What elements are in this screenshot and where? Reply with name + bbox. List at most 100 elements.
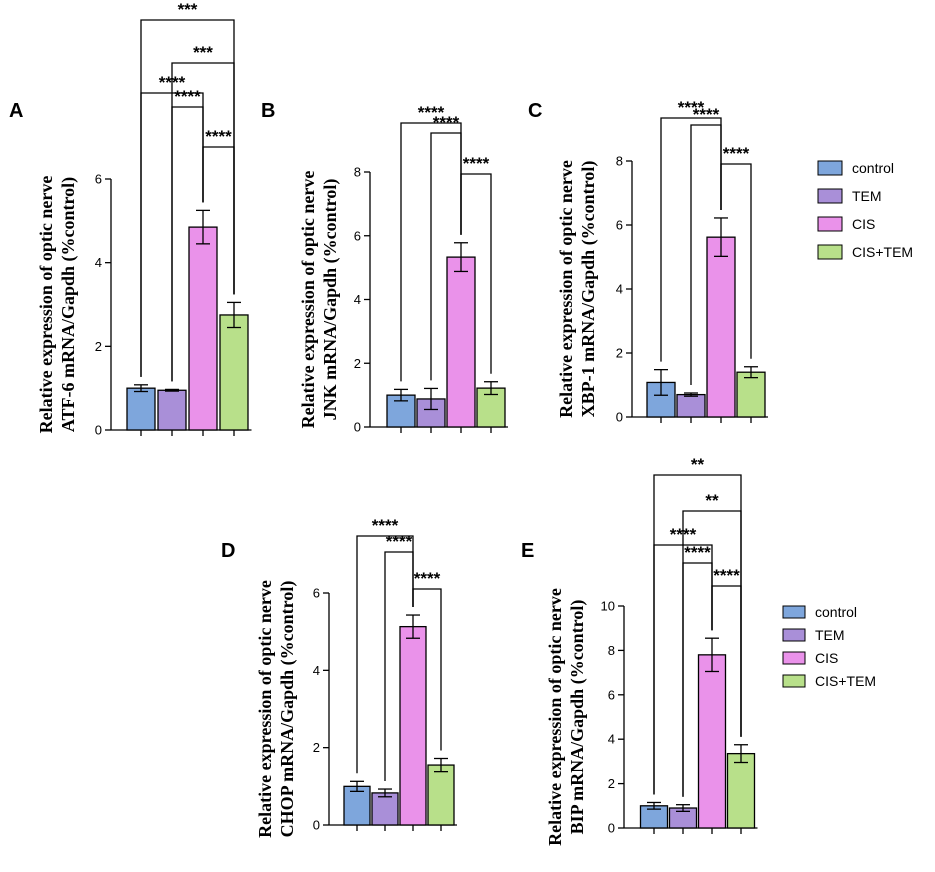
error-bar [684,392,698,397]
legend-label: TEM [815,627,845,643]
y-tick-label: 8 [616,154,623,169]
significance-bracket: **** [400,103,462,382]
significance-label: **** [723,144,750,163]
error-bar [378,788,392,798]
error-bar [744,366,758,379]
legend-label: control [815,604,857,620]
error-bar [394,388,408,402]
y-tick-label: 2 [616,346,623,361]
y-tick-label: 6 [616,218,623,233]
legend-entry: CIS [817,216,875,232]
error-bar [134,384,148,393]
legend-bottom: control TEM CIS CIS+TEM [782,604,876,689]
legend-entry: control [817,160,894,176]
bar-cis [399,625,427,826]
panel-b: B Relative expression of optic nerve JNK m… [261,100,508,435]
y-axis-label: Relative expression of optic nerve BIP mR… [545,588,588,846]
significance-bracket: **** [660,98,722,362]
y-axis-label-line: BIP mRNA/Gapdh (%control) [567,600,588,835]
legend-swatch [782,605,806,619]
significance-label: **** [713,566,740,585]
bar-control [343,785,371,826]
y-tick-label: 4 [608,732,615,747]
error-bar [676,804,690,812]
legend-entry: TEM [782,627,845,643]
bar-tem [676,393,706,418]
y-axis-label: Relative expression of optic nerve XBP-1 … [556,160,599,418]
error-bar [424,387,438,411]
legend-swatch [782,651,806,665]
bar-cis [697,654,727,829]
y-axis-label-line: Relative expression of optic nerve [556,160,576,418]
bar-cis-tem [726,752,756,829]
significance-label: **** [205,127,232,146]
bracket-line [660,117,722,362]
significance-label: **** [678,98,705,117]
significance-label: ** [691,455,705,474]
significance-label: **** [418,103,445,122]
error-bar [196,209,210,245]
error-bar [165,388,179,392]
error-bar [227,301,241,329]
panel-letter: A [9,100,23,122]
error-bar [406,614,420,639]
legend-label: control [852,160,894,176]
y-axis-label: Relative expression of optic nerve JNK mR… [298,171,341,429]
y-tick-label: 6 [313,586,320,601]
panel-c: C Relative expression of optic nerve XBP-1… [528,98,768,425]
legend-swatch [782,674,806,688]
y-axis-label-line: CHOP mRNA/Gapdh (%control) [277,581,298,838]
error-bar [647,801,661,810]
panel-e: E Relative expression of optic nerve BIP m… [521,455,758,846]
y-axis-label: Relative expression of optic nerve ATF-6 … [36,176,79,434]
bar-tem [371,792,399,826]
significance-label: **** [693,105,720,124]
y-tick-label: 10 [601,599,615,614]
legend-swatch [817,216,843,232]
y-tick-label: 0 [95,423,102,438]
panel-a: A Relative expression of optic nerve ATF-6… [9,0,252,438]
legend-top: control TEM CIS CIS+TEM [817,160,913,260]
bracket-line [653,474,742,795]
significance-label: *** [178,0,198,19]
legend-entry: control [782,604,857,620]
legend-label: CIS+TEM [852,244,913,260]
y-axis-label-line: XBP-1 mRNA/Gapdh (%control) [578,161,599,418]
bar-cis [706,236,736,418]
legend-entry: CIS+TEM [817,244,913,260]
y-axis-label-line: Relative expression of optic nerve [545,588,565,846]
bar-tem [157,389,187,431]
legend-swatch [817,188,843,204]
significance-bracket: ** [653,455,742,795]
significance-label: ** [705,491,719,510]
bracket-line [356,535,414,774]
legend-swatch [782,628,806,642]
significance-label: **** [463,154,490,173]
error-bar [454,242,468,273]
panel-letter: D [221,540,235,562]
error-bar [654,368,668,396]
panel-letter: B [261,100,275,122]
bracket-line [400,122,462,382]
bar-cis-tem [736,371,766,418]
y-axis-label-line: JNK mRNA/Gapdh (%control) [320,179,341,421]
significance-label: **** [372,516,399,535]
error-bar [734,744,748,764]
legend-entry: CIS [782,650,838,666]
y-tick-label: 4 [313,663,320,678]
panel-d: D Relative expression of optic nerve CHOP … [221,516,457,838]
y-tick-label: 0 [313,818,320,833]
panel-letter: C [528,100,542,122]
error-bar [714,217,728,258]
legend-entry: TEM [817,188,882,204]
legend-entry: CIS+TEM [782,673,876,689]
y-axis-label: Relative expression of optic nerve CHOP m… [255,580,298,838]
legend-swatch [817,160,843,176]
y-tick-label: 4 [616,282,623,297]
y-tick-label: 6 [608,687,615,702]
panel-letter: E [521,540,534,562]
y-tick-label: 8 [608,643,615,658]
y-tick-label: 0 [354,420,361,435]
bar-cis [188,226,218,431]
